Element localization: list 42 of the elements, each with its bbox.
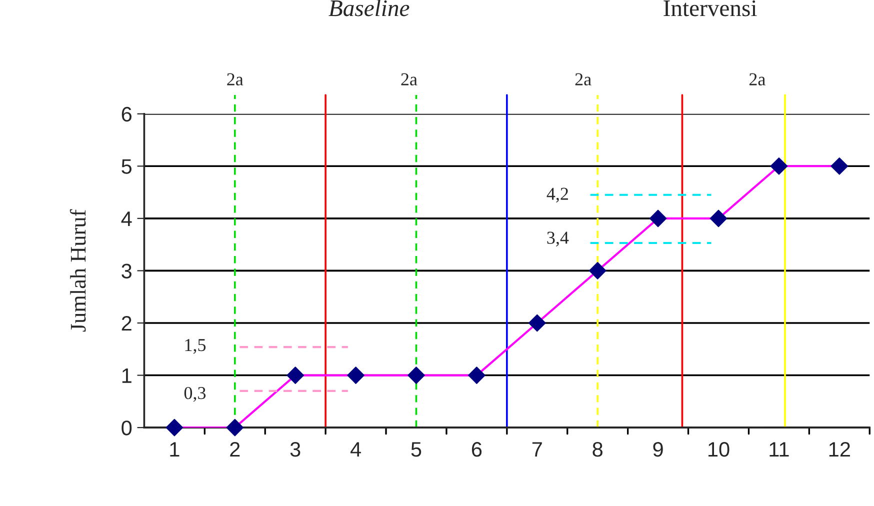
x-tick-label: 4 — [350, 442, 361, 457]
point — [286, 366, 304, 384]
text: 2a — [401, 73, 418, 86]
x-tick-label: 3 — [290, 442, 300, 457]
point — [830, 157, 848, 175]
point — [408, 366, 425, 384]
y-tick-label: 2 — [122, 316, 132, 331]
x-tick-label: 1 — [170, 442, 180, 457]
x-tick-label: 10 — [708, 442, 730, 457]
point — [710, 210, 728, 228]
x-tick-label: 7 — [532, 442, 542, 457]
point — [468, 366, 486, 384]
annotation: 1,5 — [185, 339, 206, 354]
point — [166, 418, 184, 436]
point — [528, 314, 546, 332]
y-tick-label: 4 — [121, 212, 132, 226]
point — [649, 210, 667, 228]
point — [588, 262, 606, 280]
annotation: 4,2 — [546, 188, 568, 203]
x-tick-label: 5 — [411, 442, 422, 457]
text: 2a — [575, 73, 592, 86]
x-tick-label: 11 — [770, 442, 789, 457]
x-tick-label: 2 — [230, 442, 240, 457]
x-tick-label: 12 — [829, 442, 850, 457]
y-axis-title: Jumlah Huruf — [70, 209, 86, 332]
point — [347, 366, 364, 384]
y-tick-label: 1 — [122, 368, 132, 383]
text: 2a — [227, 73, 244, 86]
y-tick-label: 0 — [122, 420, 132, 436]
text: Intervensi — [664, 0, 757, 16]
x-tick-label: 6 — [472, 442, 482, 457]
x-tick-label: 9 — [653, 442, 663, 457]
y-tick-label: 6 — [122, 106, 132, 122]
point — [770, 157, 788, 175]
y-tick-label: 3 — [122, 264, 132, 278]
x-tick-label: 8 — [592, 442, 602, 457]
text: Baseline — [328, 0, 410, 16]
annotation: 3,4 — [547, 232, 569, 246]
y-tick-label: 5 — [122, 159, 132, 174]
point — [226, 418, 244, 436]
text: 2a — [749, 73, 766, 86]
annotation: 0,3 — [184, 386, 206, 402]
